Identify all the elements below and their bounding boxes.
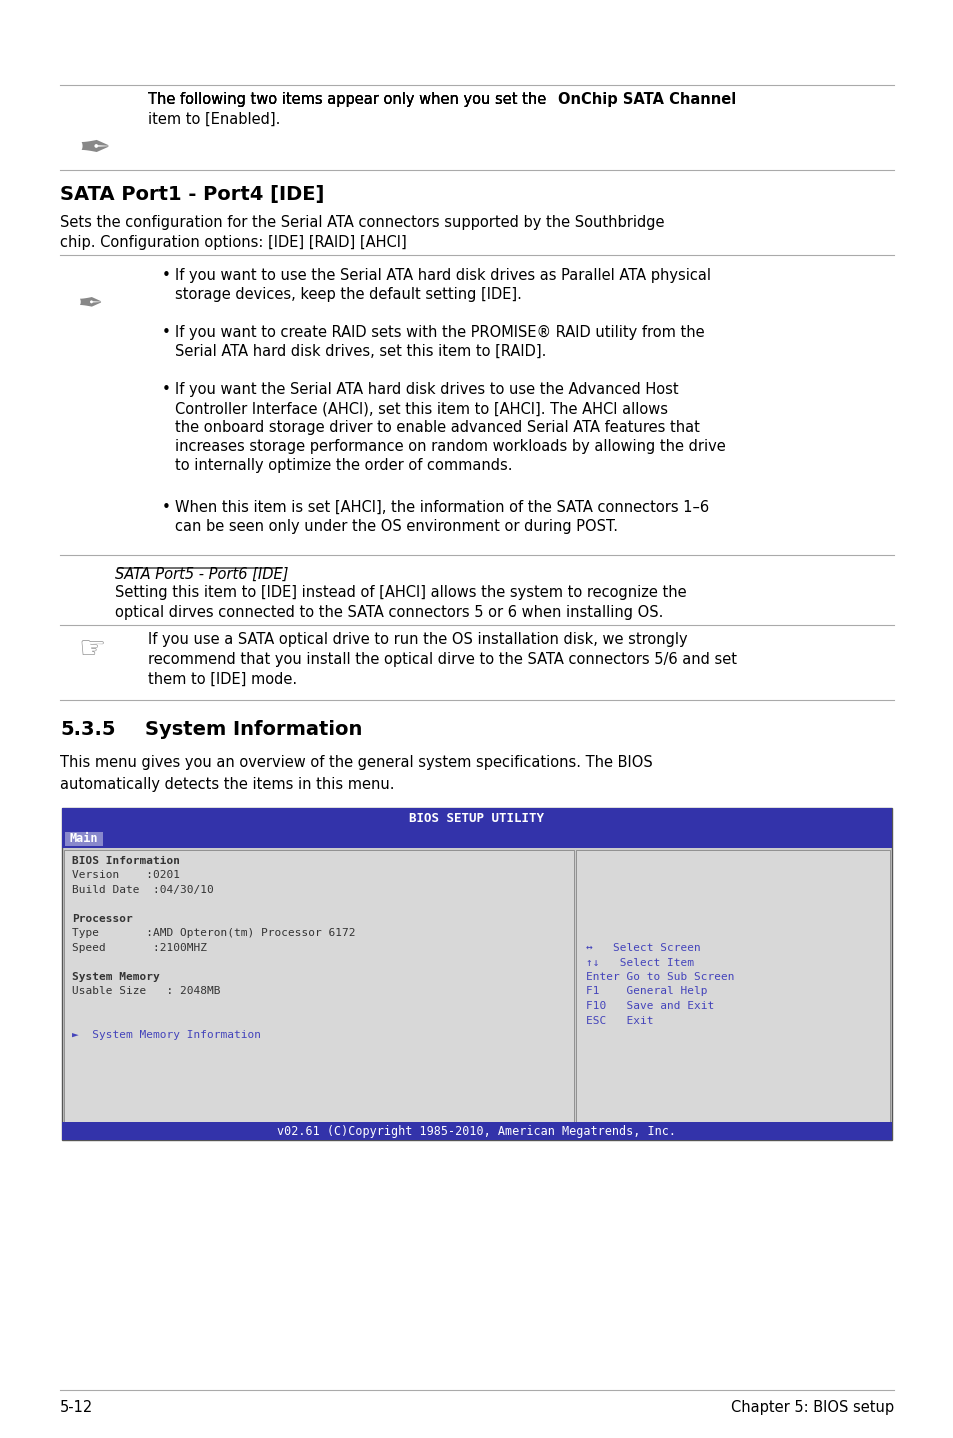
Text: Version    :0201: Version :0201 bbox=[71, 870, 180, 880]
Text: Type       :AMD Opteron(tm) Processor 6172: Type :AMD Opteron(tm) Processor 6172 bbox=[71, 929, 355, 939]
Text: If you use a SATA optical drive to run the OS installation disk, we strongly: If you use a SATA optical drive to run t… bbox=[148, 631, 687, 647]
Text: BIOS SETUP UTILITY: BIOS SETUP UTILITY bbox=[409, 812, 544, 825]
Text: Chapter 5: BIOS setup: Chapter 5: BIOS setup bbox=[730, 1401, 893, 1415]
Text: System Memory: System Memory bbox=[71, 972, 159, 982]
Text: 5-12: 5-12 bbox=[60, 1401, 93, 1415]
Text: The following two items appear only when you set the: The following two items appear only when… bbox=[148, 92, 550, 106]
Text: The following two items appear only when you set the: The following two items appear only when… bbox=[148, 92, 550, 106]
Text: When this item is set [AHCI], the information of the SATA connectors 1–6: When this item is set [AHCI], the inform… bbox=[174, 500, 708, 515]
Text: the onboard storage driver to enable advanced Serial ATA features that: the onboard storage driver to enable adv… bbox=[174, 420, 700, 436]
Text: Enter Go to Sub Screen: Enter Go to Sub Screen bbox=[586, 972, 734, 982]
Text: Processor: Processor bbox=[71, 915, 132, 925]
Text: •: • bbox=[162, 325, 171, 339]
Text: storage devices, keep the default setting [IDE].: storage devices, keep the default settin… bbox=[174, 288, 521, 302]
Text: them to [IDE] mode.: them to [IDE] mode. bbox=[148, 672, 296, 687]
Text: Usable Size   : 2048MB: Usable Size : 2048MB bbox=[71, 986, 220, 997]
Text: recommend that you install the optical dirve to the SATA connectors 5/6 and set: recommend that you install the optical d… bbox=[148, 651, 737, 667]
FancyBboxPatch shape bbox=[62, 808, 891, 1140]
Text: v02.61 (C)Copyright 1985-2010, American Megatrends, Inc.: v02.61 (C)Copyright 1985-2010, American … bbox=[277, 1125, 676, 1137]
Text: Build Date  :04/30/10: Build Date :04/30/10 bbox=[71, 884, 213, 894]
Text: This menu gives you an overview of the general system specifications. The BIOS: This menu gives you an overview of the g… bbox=[60, 755, 652, 769]
Text: F10   Save and Exit: F10 Save and Exit bbox=[586, 1001, 714, 1011]
Text: ✒: ✒ bbox=[78, 129, 111, 168]
Text: ↔   Select Screen: ↔ Select Screen bbox=[586, 943, 700, 953]
Text: ►  System Memory Information: ► System Memory Information bbox=[71, 1030, 261, 1040]
Text: SATA Port5 - Port6 [IDE]: SATA Port5 - Port6 [IDE] bbox=[115, 567, 288, 582]
FancyBboxPatch shape bbox=[64, 850, 574, 1137]
FancyBboxPatch shape bbox=[62, 830, 891, 848]
Text: Main: Main bbox=[70, 833, 98, 846]
Text: ☞: ☞ bbox=[78, 636, 105, 664]
Text: System Information: System Information bbox=[145, 720, 362, 739]
Text: •: • bbox=[162, 500, 171, 515]
Text: •: • bbox=[162, 267, 171, 283]
Text: 5.3.5: 5.3.5 bbox=[60, 720, 115, 739]
Text: Sets the configuration for the Serial ATA connectors supported by the Southbridg: Sets the configuration for the Serial AT… bbox=[60, 216, 664, 230]
Text: BIOS Information: BIOS Information bbox=[71, 856, 180, 866]
FancyBboxPatch shape bbox=[65, 833, 103, 846]
Text: If you want to use the Serial ATA hard disk drives as Parallel ATA physical: If you want to use the Serial ATA hard d… bbox=[174, 267, 710, 283]
Text: Speed       :2100MHZ: Speed :2100MHZ bbox=[71, 943, 207, 953]
Text: ✒: ✒ bbox=[78, 290, 103, 319]
FancyBboxPatch shape bbox=[62, 1122, 891, 1140]
Text: Serial ATA hard disk drives, set this item to [RAID].: Serial ATA hard disk drives, set this it… bbox=[174, 344, 546, 360]
Text: SATA Port1 - Port4 [IDE]: SATA Port1 - Port4 [IDE] bbox=[60, 186, 324, 204]
FancyBboxPatch shape bbox=[62, 808, 891, 830]
Text: If you want the Serial ATA hard disk drives to use the Advanced Host: If you want the Serial ATA hard disk dri… bbox=[174, 383, 678, 397]
Text: ↑↓   Select Item: ↑↓ Select Item bbox=[586, 958, 694, 968]
Text: can be seen only under the OS environment or during POST.: can be seen only under the OS environmen… bbox=[174, 519, 618, 533]
Text: increases storage performance on random workloads by allowing the drive: increases storage performance on random … bbox=[174, 439, 725, 454]
Text: to internally optimize the order of commands.: to internally optimize the order of comm… bbox=[174, 457, 512, 473]
Text: F1    General Help: F1 General Help bbox=[586, 986, 707, 997]
Text: item to [Enabled].: item to [Enabled]. bbox=[148, 112, 280, 127]
FancyBboxPatch shape bbox=[576, 850, 889, 1137]
Text: OnChip SATA Channel: OnChip SATA Channel bbox=[558, 92, 736, 106]
Text: If you want to create RAID sets with the PROMISE® RAID utility from the: If you want to create RAID sets with the… bbox=[174, 325, 704, 339]
Text: automatically detects the items in this menu.: automatically detects the items in this … bbox=[60, 777, 395, 792]
Text: chip. Configuration options: [IDE] [RAID] [AHCI]: chip. Configuration options: [IDE] [RAID… bbox=[60, 234, 406, 250]
Text: The following two items appear only when you set the: The following two items appear only when… bbox=[148, 92, 550, 106]
Text: •: • bbox=[162, 383, 171, 397]
Text: Controller Interface (AHCI), set this item to [AHCI]. The AHCI allows: Controller Interface (AHCI), set this it… bbox=[174, 401, 667, 416]
Text: ESC   Exit: ESC Exit bbox=[586, 1015, 653, 1025]
Text: Setting this item to [IDE] instead of [AHCI] allows the system to recognize the: Setting this item to [IDE] instead of [A… bbox=[115, 585, 686, 600]
Text: optical dirves connected to the SATA connectors 5 or 6 when installing OS.: optical dirves connected to the SATA con… bbox=[115, 605, 662, 620]
